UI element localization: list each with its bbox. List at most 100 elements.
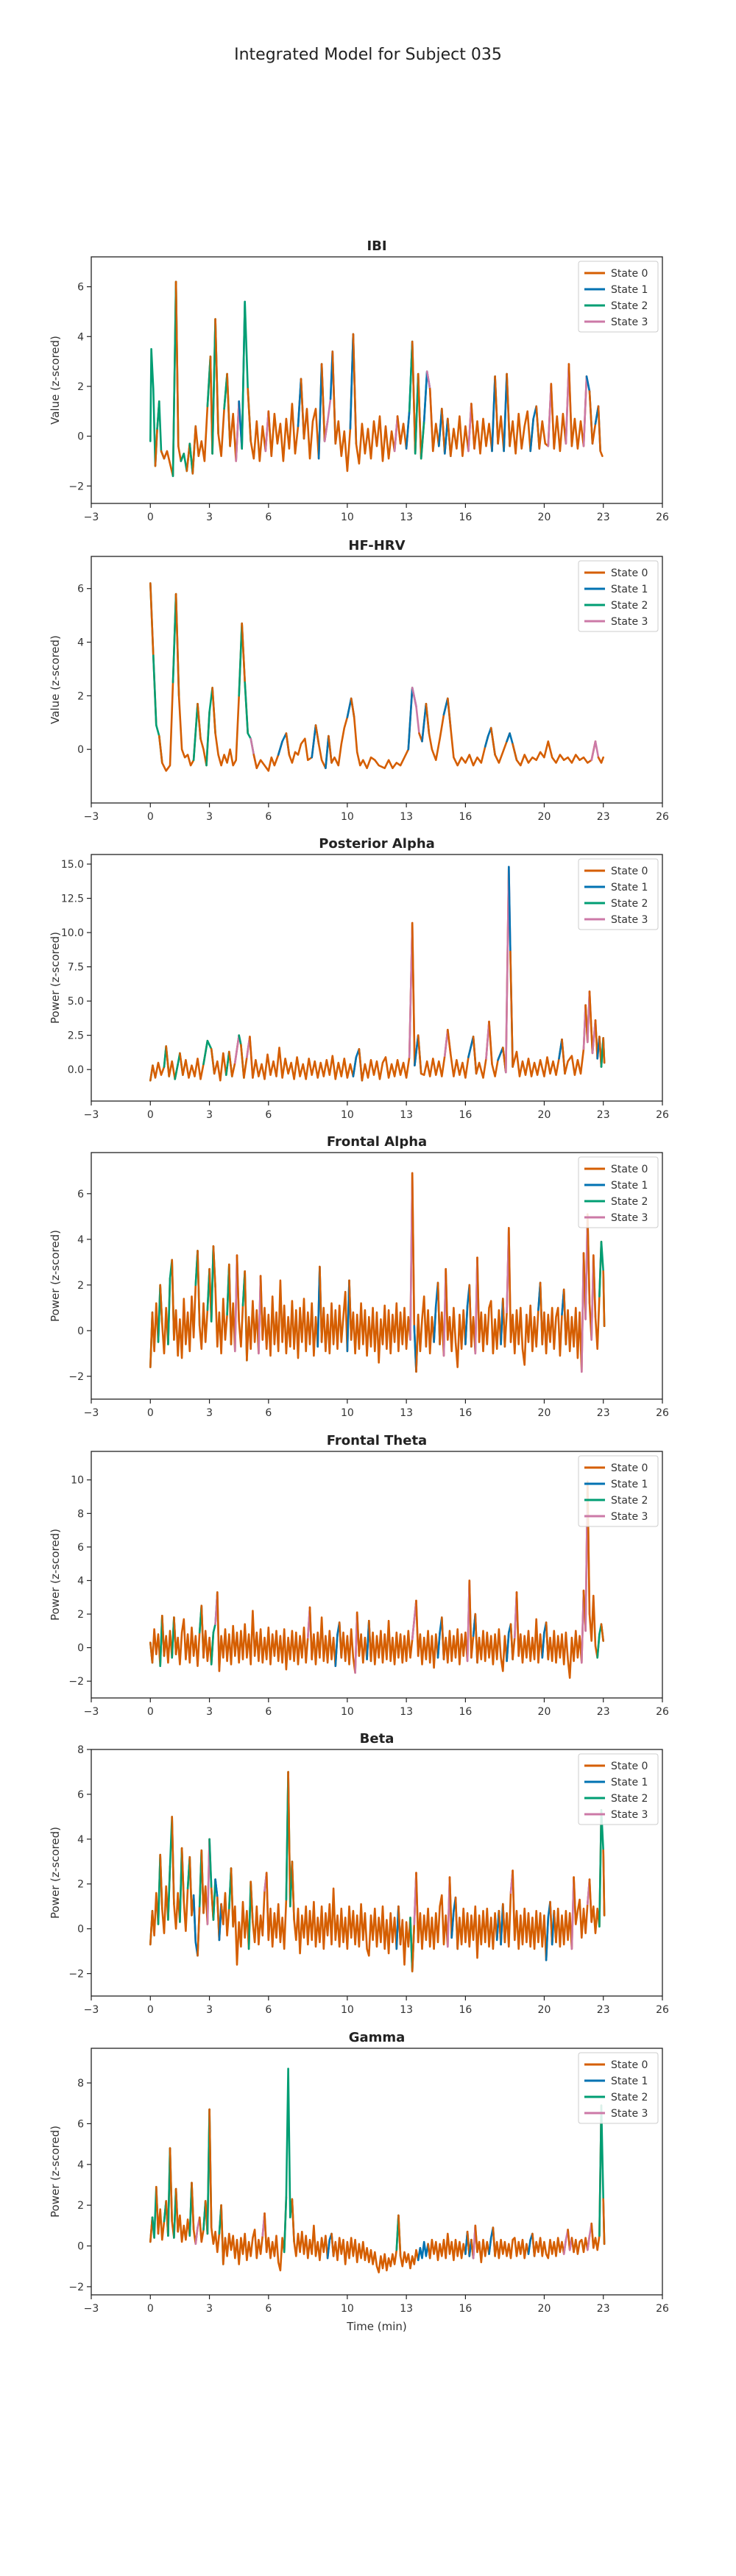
legend-label: State 0 <box>611 1164 648 1175</box>
y-tick-label: 2 <box>77 1609 84 1621</box>
series-line-state-0 <box>348 1172 414 1364</box>
legend-label: State 3 <box>611 914 648 926</box>
y-tick-label: 4 <box>77 1834 84 1846</box>
legend-label: State 1 <box>611 284 648 296</box>
x-tick-label: 26 <box>656 512 669 523</box>
series-line-state-0 <box>417 372 425 460</box>
y-tick-label: −2 <box>68 481 84 492</box>
series-line-state-0 <box>600 1623 605 1642</box>
series-line-state-0 <box>445 1267 469 1368</box>
series-line-state-0 <box>474 2224 492 2263</box>
legend-box <box>578 560 659 632</box>
panel-beta: Beta −3 0 3 6 10 13 16 20 23 26 −2 0 2 4 6 8 Power (z-sco… <box>49 1731 669 2016</box>
series-line-state-0 <box>573 1876 591 1939</box>
x-tick-label: 20 <box>538 811 551 823</box>
series-line-state-0 <box>492 2226 532 2260</box>
x-tick-label: 6 <box>265 2303 272 2315</box>
x-tick-label: 10 <box>341 2004 354 2016</box>
series-line-state-0 <box>211 622 244 767</box>
y-tick-label: 0.0 <box>68 1064 84 1076</box>
series-line-state-0 <box>330 2214 400 2274</box>
y-tick-label: −2 <box>68 1371 84 1383</box>
x-tick-label: 20 <box>538 1407 551 1419</box>
x-tick-label: 16 <box>459 512 472 523</box>
y-tick-label: 8 <box>77 2078 84 2090</box>
legend-label: State 0 <box>611 866 648 877</box>
x-tick-label: 13 <box>400 2303 413 2315</box>
x-tick-label: 23 <box>597 512 610 523</box>
legend-label: State 3 <box>611 1212 648 1224</box>
series-line-state-0 <box>425 697 449 761</box>
y-tick-label: 8 <box>77 1508 84 1520</box>
x-tick-label: 13 <box>400 1706 413 1718</box>
panel-ibi: IBI −3 0 3 6 10 13 16 20 23 26 −2 0 2 4 6 Value (z-score… <box>49 238 669 523</box>
series-line-state-0 <box>308 1606 339 1667</box>
x-tick-label: 0 <box>147 1109 154 1121</box>
x-tick-label: 13 <box>400 1109 413 1121</box>
series-line-state-0 <box>285 724 317 764</box>
x-tick-label: 10 <box>341 2303 354 2315</box>
legend-label: State 0 <box>611 2059 648 2071</box>
y-axis-label: Power (z-scored) <box>49 1230 62 1322</box>
series-line-state-0 <box>531 2232 567 2260</box>
x-tick-label: 16 <box>459 2004 472 2016</box>
legend-label: State 3 <box>611 1809 648 1821</box>
series-line-state-0 <box>446 1028 475 1079</box>
y-axis-label: Value (z-scored) <box>49 336 62 425</box>
panel-title: Beta <box>360 1731 394 1747</box>
x-tick-label: 3 <box>206 811 213 823</box>
legend-label: State 3 <box>611 1511 648 1523</box>
legend-box <box>578 261 659 333</box>
series-line-state-0 <box>476 1256 504 1355</box>
series-line-state-0 <box>427 2230 469 2262</box>
y-tick-label: 15.0 <box>61 859 84 871</box>
series-line-state-0 <box>397 2214 422 2270</box>
y-tick-label: 0 <box>77 744 84 756</box>
panel-title: Frontal Theta <box>327 1433 427 1448</box>
y-tick-label: 4 <box>77 637 84 649</box>
series-line-state-0 <box>454 1896 500 1959</box>
series-line-state-0 <box>440 1579 471 1666</box>
x-tick-label: 10 <box>341 512 354 523</box>
series-lines <box>149 1771 606 1972</box>
series-line-state-0 <box>180 1847 191 1932</box>
series-line-state-0 <box>506 372 535 455</box>
axes-frame <box>91 1451 663 1699</box>
series-line-state-0 <box>171 1250 199 1359</box>
y-tick-label: 4 <box>77 1234 84 1246</box>
x-tick-label: 13 <box>400 1407 413 1419</box>
legend-label: State 2 <box>611 1495 648 1507</box>
y-tick-label: 10.0 <box>61 927 84 939</box>
series-line-state-0 <box>358 921 414 1082</box>
panel-frontal-theta: Frontal Theta −3 0 3 6 10 13 16 20 23 26 −2 0 2 4 6 8 10 P… <box>49 1433 669 1718</box>
panel-title: Frontal Alpha <box>327 1134 427 1150</box>
x-tick-label: 0 <box>147 512 154 523</box>
x-tick-label: 10 <box>341 1109 354 1121</box>
x-tick-label: 20 <box>538 2303 551 2315</box>
y-tick-label: 4 <box>77 331 84 343</box>
x-tick-label: 26 <box>656 1706 669 1718</box>
y-tick-label: 6 <box>77 1189 84 1200</box>
series-line-state-0 <box>507 1227 542 1366</box>
y-tick-label: 6 <box>77 584 84 595</box>
legend-box <box>578 2052 659 2124</box>
y-tick-label: 2 <box>77 381 84 393</box>
axes-frame <box>91 1152 663 1400</box>
x-tick-label: 6 <box>265 2004 272 2016</box>
legend-label: State 1 <box>611 584 648 595</box>
series-line-state-0 <box>470 375 496 455</box>
legend: State 0 State 1 State 2 State 3 <box>578 2052 659 2124</box>
x-tick-label: −3 <box>84 512 99 523</box>
x-tick-label: 16 <box>459 2303 472 2315</box>
axes-frame <box>91 1749 663 1997</box>
legend: State 0 State 1 State 2 State 3 <box>578 261 659 333</box>
y-tick-label: 2 <box>77 1280 84 1292</box>
series-line-state-0 <box>545 1589 585 1679</box>
legend-label: State 1 <box>611 1777 648 1788</box>
x-tick-label: 20 <box>538 1706 551 1718</box>
series-line-state-0 <box>338 1611 358 1674</box>
series-line-state-0 <box>173 1604 203 1667</box>
y-tick-label: −2 <box>68 1676 84 1688</box>
series-line-state-0 <box>515 1591 545 1664</box>
y-tick-label: 0 <box>77 1326 84 1337</box>
